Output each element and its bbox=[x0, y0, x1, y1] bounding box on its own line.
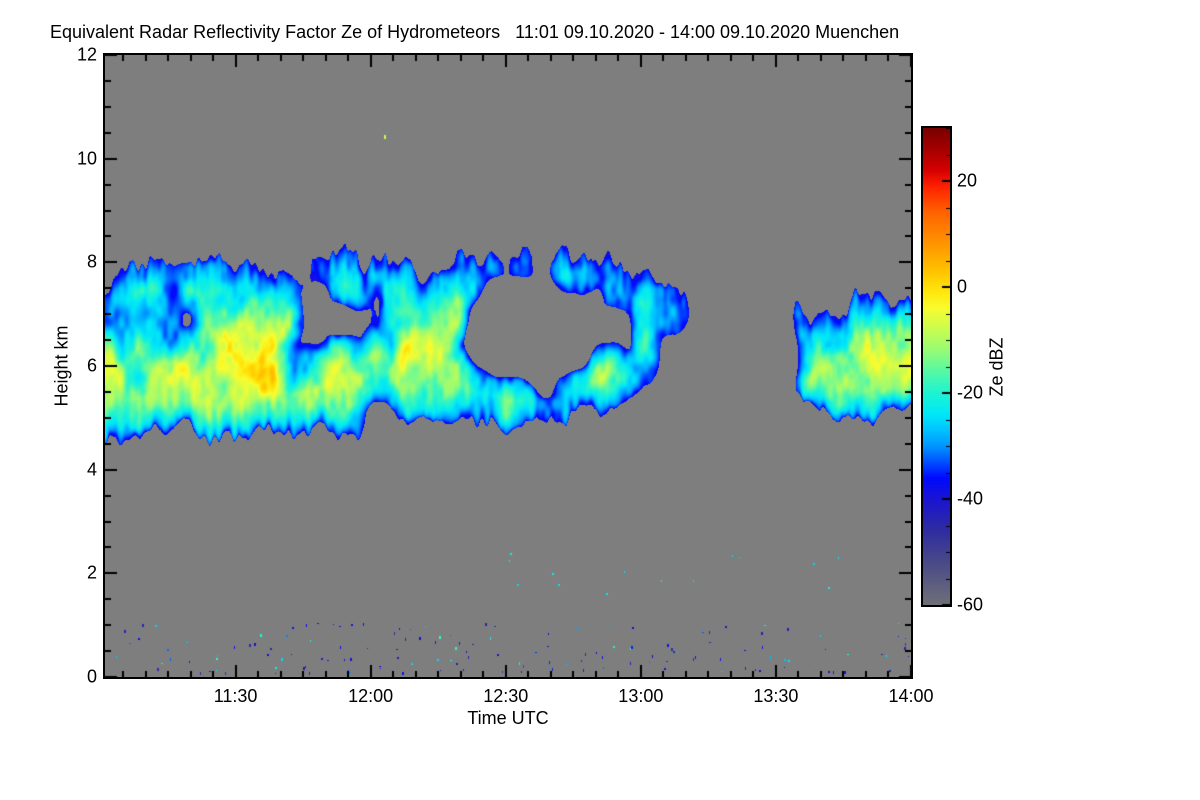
colorbar-tick-label: -60 bbox=[957, 594, 984, 615]
plot-area bbox=[103, 53, 913, 679]
colorbar bbox=[921, 126, 952, 607]
y-tick-label: 4 bbox=[86, 459, 97, 480]
chart-title: Equivalent Radar Reflectivity Factor Ze … bbox=[50, 22, 900, 42]
y-tick-label: 10 bbox=[76, 148, 97, 169]
x-tick-label: 13:00 bbox=[618, 686, 664, 706]
colorbar-label: Ze dBZ bbox=[986, 337, 1007, 397]
x-tick-label: 13:30 bbox=[753, 686, 799, 706]
x-axis-label: Time UTC bbox=[467, 708, 549, 728]
colorbar-tick-label: -40 bbox=[957, 488, 984, 509]
y-tick-label: 8 bbox=[86, 251, 97, 272]
y-tick-label: 0 bbox=[86, 666, 97, 687]
x-tick-label: 12:00 bbox=[348, 686, 394, 706]
colorbar-tick-label: 0 bbox=[957, 276, 968, 297]
x-tick-label: 14:00 bbox=[888, 686, 934, 706]
x-tick-label: 11:30 bbox=[213, 686, 258, 706]
colorbar-gradient-canvas bbox=[923, 128, 950, 605]
y-tick-label: 6 bbox=[86, 355, 97, 376]
colorbar-tick-label: 20 bbox=[957, 170, 978, 191]
y-tick-label: 12 bbox=[76, 44, 97, 65]
x-tick-label: 12:30 bbox=[483, 686, 529, 706]
y-tick-label: 2 bbox=[86, 562, 97, 583]
reflectivity-heatmap-canvas bbox=[105, 55, 911, 677]
colorbar-tick-label: -20 bbox=[957, 382, 984, 403]
